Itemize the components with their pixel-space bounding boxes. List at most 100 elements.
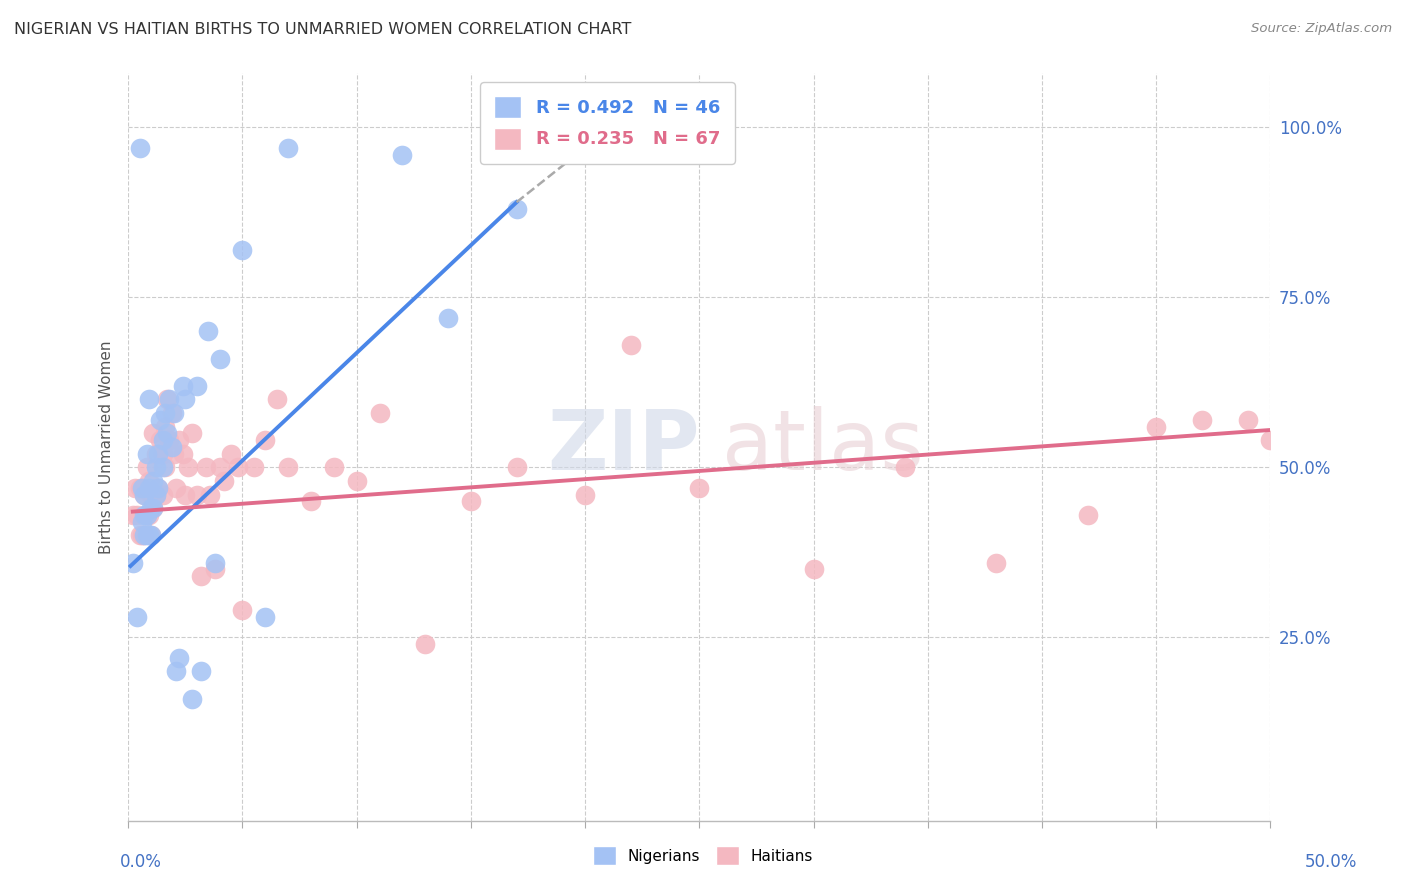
Point <box>134 528 156 542</box>
Point <box>152 433 174 447</box>
Point <box>1236 413 1258 427</box>
Point <box>231 603 253 617</box>
Point <box>145 487 167 501</box>
Point <box>413 637 436 651</box>
Point <box>149 433 172 447</box>
Point <box>181 426 204 441</box>
Point <box>135 447 157 461</box>
Point <box>174 487 197 501</box>
Point <box>894 460 917 475</box>
Point <box>134 528 156 542</box>
Point <box>152 447 174 461</box>
Point <box>986 556 1008 570</box>
Point <box>277 460 299 475</box>
Text: 0.0%: 0.0% <box>120 853 162 871</box>
Point <box>134 487 156 501</box>
Point <box>160 440 183 454</box>
Point <box>145 460 167 475</box>
Point <box>135 460 157 475</box>
Point <box>165 665 187 679</box>
Point <box>505 202 527 216</box>
Point <box>437 310 460 325</box>
Point <box>149 413 172 427</box>
Text: Source: ZipAtlas.com: Source: ZipAtlas.com <box>1251 22 1392 36</box>
Point <box>460 494 482 508</box>
Point <box>391 147 413 161</box>
Point <box>152 460 174 475</box>
Point <box>190 665 212 679</box>
Point <box>163 447 186 461</box>
Point <box>174 392 197 407</box>
Point <box>135 508 157 522</box>
Point <box>124 481 146 495</box>
Point <box>299 494 322 508</box>
Point <box>212 474 235 488</box>
Point <box>172 378 194 392</box>
Point <box>322 460 344 475</box>
Point <box>156 392 179 407</box>
Point <box>219 447 242 461</box>
Point <box>146 481 169 495</box>
Point <box>266 392 288 407</box>
Point <box>135 528 157 542</box>
Point <box>134 508 156 522</box>
Point <box>1144 419 1167 434</box>
Point <box>368 406 391 420</box>
Point <box>127 610 149 624</box>
Point <box>142 426 165 441</box>
Point <box>131 481 153 495</box>
Point <box>121 508 143 522</box>
Point <box>153 406 176 420</box>
Point <box>121 556 143 570</box>
Text: 50.0%: 50.0% <box>1305 853 1357 871</box>
Point <box>165 481 187 495</box>
Point <box>138 392 160 407</box>
Point <box>1077 508 1099 522</box>
Point <box>167 650 190 665</box>
Y-axis label: Births to Unmarried Women: Births to Unmarried Women <box>100 340 114 554</box>
Point <box>204 562 226 576</box>
Point <box>1191 413 1213 427</box>
Point <box>688 481 710 495</box>
Point <box>142 474 165 488</box>
Legend: R = 0.492   N = 46, R = 0.235   N = 67: R = 0.492 N = 46, R = 0.235 N = 67 <box>479 82 735 164</box>
Text: NIGERIAN VS HAITIAN BIRTHS TO UNMARRIED WOMEN CORRELATION CHART: NIGERIAN VS HAITIAN BIRTHS TO UNMARRIED … <box>14 22 631 37</box>
Point <box>139 528 162 542</box>
Point <box>153 419 176 434</box>
Point <box>138 508 160 522</box>
Point <box>231 243 253 257</box>
Point <box>138 481 160 495</box>
Point <box>131 528 153 542</box>
Point <box>142 501 165 516</box>
Point <box>200 487 222 501</box>
Point <box>208 351 231 366</box>
Point <box>157 433 180 447</box>
Point <box>152 487 174 501</box>
Point <box>146 481 169 495</box>
Point <box>208 460 231 475</box>
Point <box>186 378 208 392</box>
Point <box>181 691 204 706</box>
Point <box>204 556 226 570</box>
Point <box>138 528 160 542</box>
Point <box>574 487 596 501</box>
Point <box>190 569 212 583</box>
Point <box>134 487 156 501</box>
Point <box>254 610 277 624</box>
Point <box>146 447 169 461</box>
Point <box>172 447 194 461</box>
Point <box>197 325 219 339</box>
Point <box>157 392 180 407</box>
Text: atlas: atlas <box>723 407 924 488</box>
Point <box>167 433 190 447</box>
Point <box>142 501 165 516</box>
Point <box>277 141 299 155</box>
Point <box>131 481 153 495</box>
Point <box>153 460 176 475</box>
Point <box>139 487 162 501</box>
Point <box>194 460 217 475</box>
Point <box>226 460 249 475</box>
Legend: Nigerians, Haitians: Nigerians, Haitians <box>586 840 820 871</box>
Point <box>138 474 160 488</box>
Point <box>139 528 162 542</box>
